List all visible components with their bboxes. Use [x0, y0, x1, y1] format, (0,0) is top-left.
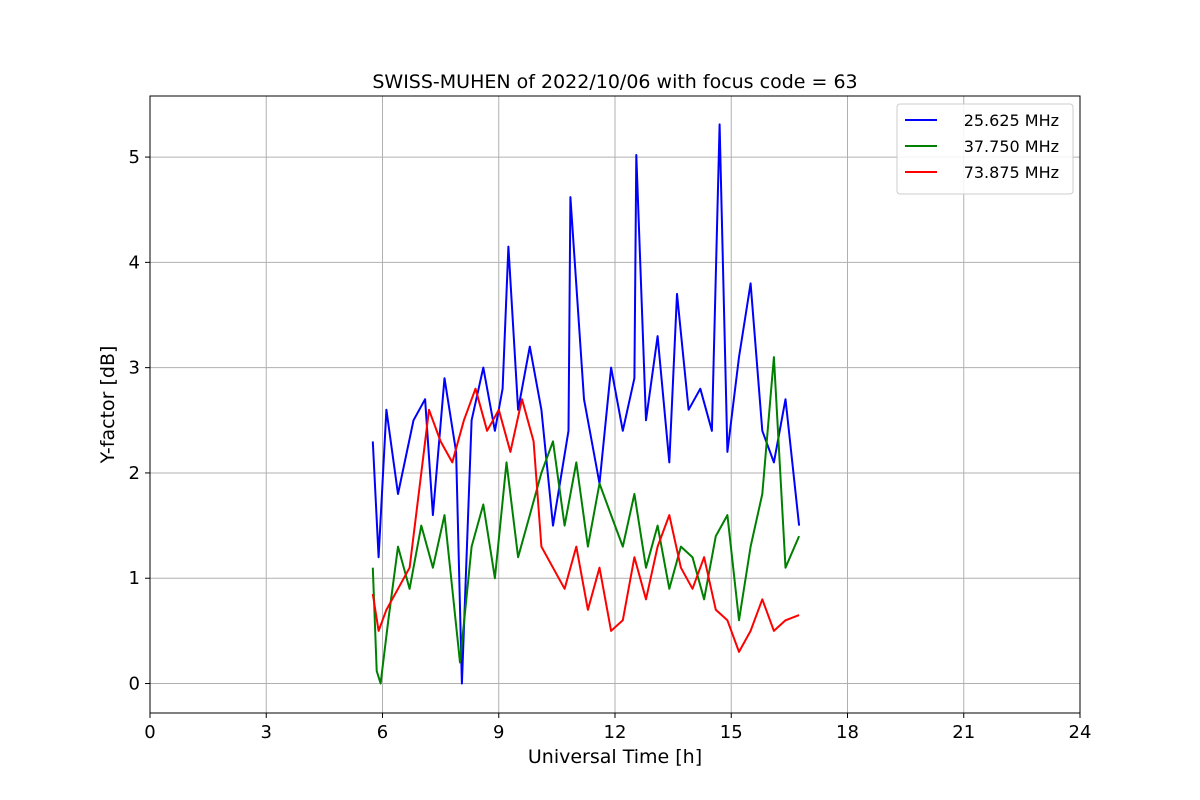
y-axis-label: Y-factor [dB]	[97, 346, 119, 465]
series-line-1	[371, 123, 801, 685]
legend: 25.625 MHz 37.750 MHz 73.875 MHz	[896, 103, 1074, 195]
x-tick-label: 15	[720, 722, 743, 743]
series-line-3	[371, 387, 800, 653]
legend-entry: 73.875 MHz	[964, 163, 1059, 182]
x-tick-label: 0	[144, 722, 155, 743]
y-tick-label: 5	[129, 147, 140, 168]
y-tick-label: 0	[129, 674, 140, 695]
series-line-2	[371, 356, 801, 685]
chart-title: SWISS-MUHEN of 2022/10/06 with focus cod…	[372, 71, 857, 93]
x-tick-label: 3	[261, 722, 272, 743]
legend-entry: 25.625 MHz	[964, 111, 1059, 130]
y-tick-label: 1	[129, 568, 140, 589]
y-tick-label: 2	[129, 463, 140, 484]
plot-series	[371, 123, 801, 685]
x-axis-label: Universal Time [h]	[528, 746, 702, 768]
y-tick-label: 3	[129, 358, 140, 379]
x-tick-label: 18	[836, 722, 859, 743]
x-tick-label: 21	[952, 722, 975, 743]
x-tick-label: 6	[377, 722, 388, 743]
y-tick-label: 4	[129, 252, 140, 273]
x-tick-label: 9	[493, 722, 504, 743]
x-tick-label: 24	[1069, 722, 1092, 743]
legend-box	[896, 103, 1074, 195]
x-tick-label: 12	[604, 722, 627, 743]
legend-entry: 37.750 MHz	[964, 137, 1059, 156]
